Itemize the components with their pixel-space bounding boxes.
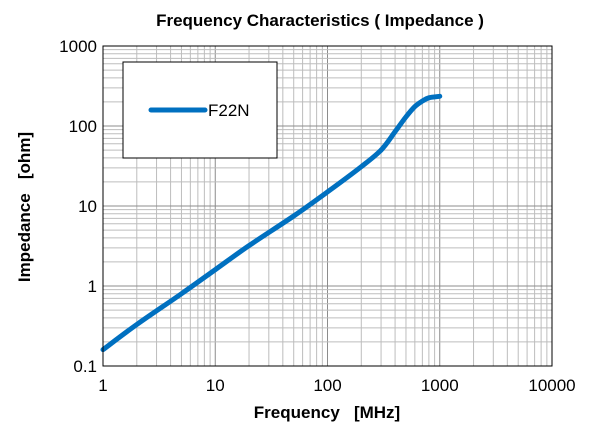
x-axis-label: Frequency [MHz] <box>254 403 400 422</box>
legend: F22N <box>122 61 278 159</box>
y-tick-label: 10 <box>78 197 97 216</box>
plot-border <box>102 45 553 367</box>
x-tick-label: 100 <box>313 376 341 395</box>
chart-title: Frequency Characteristics ( Impedance ) <box>156 11 484 30</box>
x-tick-label: 1000 <box>421 376 459 395</box>
y-axis-label: Impedance [ohm] <box>15 132 34 282</box>
y-tick-label: 1000 <box>59 37 97 56</box>
y-tick-label: 1 <box>88 277 97 296</box>
series-line-f22n <box>100 93 443 353</box>
y-tick-label: 100 <box>69 117 97 136</box>
series-lines <box>100 93 443 353</box>
y-tick-labels: 0.1 1 10 100 1000 <box>59 37 97 376</box>
x-tick-label: 10000 <box>528 376 575 395</box>
x-tick-labels: 1 10 100 1000 10000 <box>98 376 575 395</box>
x-tick-label: 1 <box>98 376 107 395</box>
y-tick-label: 0.1 <box>73 357 97 376</box>
legend-label-f22n: F22N <box>208 101 250 120</box>
x-tick-label: 10 <box>206 376 225 395</box>
